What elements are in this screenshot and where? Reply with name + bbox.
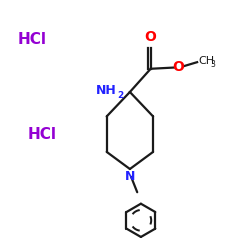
Text: 3: 3 [210,60,215,69]
Text: 2: 2 [118,92,124,100]
Text: O: O [145,30,156,44]
Text: N: N [125,170,135,183]
Text: HCl: HCl [18,32,46,47]
Text: NH: NH [96,84,116,96]
Text: HCl: HCl [27,127,56,142]
Text: CH: CH [198,56,214,66]
Text: O: O [172,60,184,74]
